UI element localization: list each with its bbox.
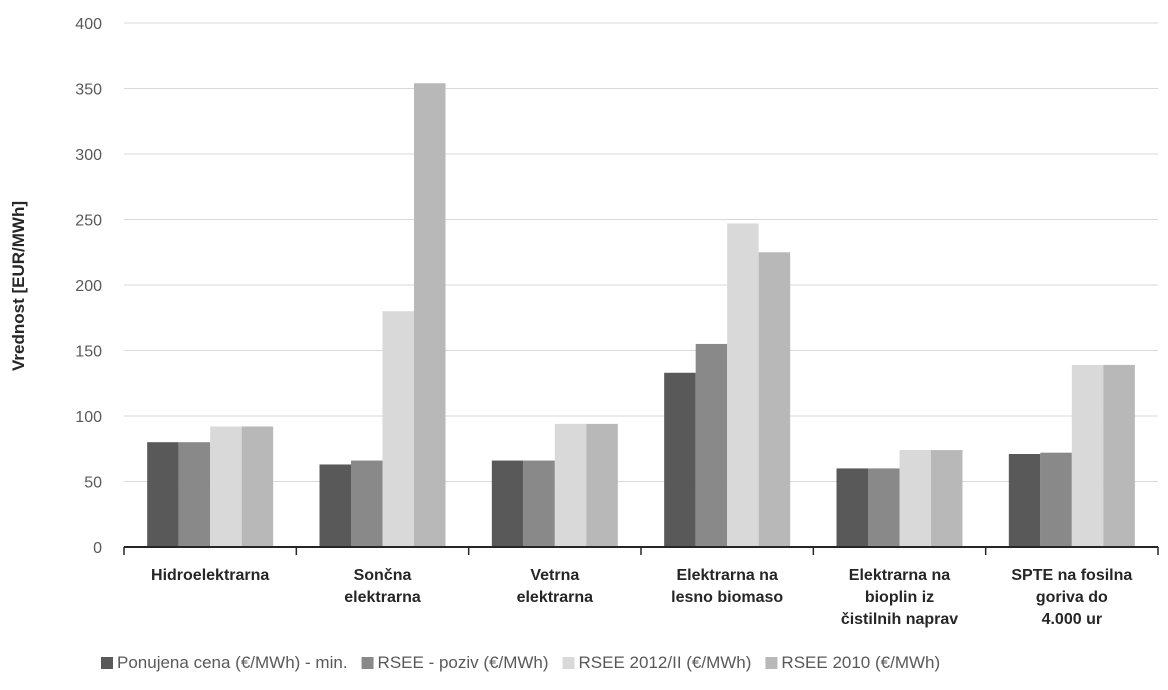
x-tick-label-line: bioplin iz: [865, 589, 934, 606]
bar: [1103, 364, 1135, 547]
y-tick-label: 300: [75, 147, 102, 164]
bar: [319, 464, 351, 547]
y-tick-label: 150: [75, 344, 102, 361]
x-tick-label: Elektrarna na bioplin iz čistilnih naprav: [841, 567, 958, 628]
legend-entry: Ponujena cena (€/MWh) - min.: [117, 653, 348, 672]
x-tick-label-line: elektrarna: [517, 589, 594, 606]
bar: [351, 460, 383, 547]
bar: [586, 423, 618, 547]
bar: [758, 252, 791, 547]
x-tick-label: Elektrarna na lesno biomaso: [671, 567, 783, 606]
bar: [210, 426, 242, 547]
bar: [727, 223, 759, 547]
y-tick-label: 100: [75, 409, 102, 426]
bar: [1071, 364, 1104, 547]
x-axis: [123, 546, 1159, 555]
x-tick-label-line: Elektrarna na: [676, 567, 777, 584]
x-tick-label-line: Sončna: [354, 567, 412, 584]
bar: [899, 450, 931, 547]
legend-swatch: [765, 657, 778, 669]
bar: [382, 311, 414, 547]
legend-swatch: [101, 657, 113, 669]
bar: [414, 83, 446, 547]
x-tick-label: Sončna elektrarna: [344, 567, 421, 606]
x-tick-label-line: 4.000 ur: [1042, 611, 1102, 628]
x-tick-label-line: goriva do: [1036, 589, 1108, 606]
x-tick-label-line: Elektrarna na: [849, 567, 950, 584]
x-tick-label: Vetrna elektrarna: [517, 567, 594, 606]
bar: [868, 468, 900, 547]
bar: [1040, 452, 1072, 547]
y-tick-label: 350: [75, 82, 102, 99]
x-tick-label-line: čistilnih naprav: [841, 611, 958, 628]
y-tick-labels: 0 50 100 150 200 250 300 350 400: [75, 16, 102, 557]
bars: [147, 83, 1135, 547]
x-tick-label-line: elektrarna: [344, 589, 421, 606]
bar: [664, 372, 696, 547]
bar: [695, 343, 728, 547]
bar: [931, 450, 963, 547]
y-tick-label: 400: [75, 16, 102, 33]
y-tick-label: 200: [75, 278, 102, 295]
x-tick-label-line: Vetrna: [530, 567, 579, 584]
y-tick-label: 0: [93, 540, 102, 557]
gridlines: [124, 22, 1158, 482]
bar: [241, 426, 274, 547]
bar: [491, 460, 524, 547]
x-tick-labels: Hidroelektrarna Sončna elektrarna Vetrna ele…: [151, 567, 1132, 628]
legend-entry: RSEE 2012/II (€/MWh): [579, 653, 752, 672]
bar: [178, 442, 211, 547]
legend: Ponujena cena (€/MWh) - min. RSEE - poziv…: [101, 653, 940, 672]
y-tick-label: 250: [75, 213, 102, 230]
x-tick-label-line: lesno biomaso: [671, 589, 783, 606]
legend-entry: RSEE - poziv (€/MWh): [378, 653, 549, 672]
x-tick-label: SPTE na fosilna goriva do 4.000 ur: [1011, 567, 1132, 628]
x-tick-label-line: SPTE na fosilna: [1011, 567, 1132, 584]
bar: [836, 468, 868, 547]
x-tick-label: Hidroelektrarna: [151, 567, 269, 584]
legend-swatch: [562, 657, 575, 669]
y-tick-label: 50: [84, 475, 102, 492]
bar: [554, 423, 587, 547]
bar: [147, 442, 179, 547]
bar: [523, 460, 555, 547]
bar: [1008, 453, 1041, 547]
legend-entry: RSEE 2010 (€/MWh): [781, 653, 940, 672]
y-axis-label: Vrednost [EUR/MWh]: [9, 201, 28, 371]
x-tick-label-line: Hidroelektrarna: [151, 567, 269, 584]
legend-swatch: [361, 657, 374, 669]
